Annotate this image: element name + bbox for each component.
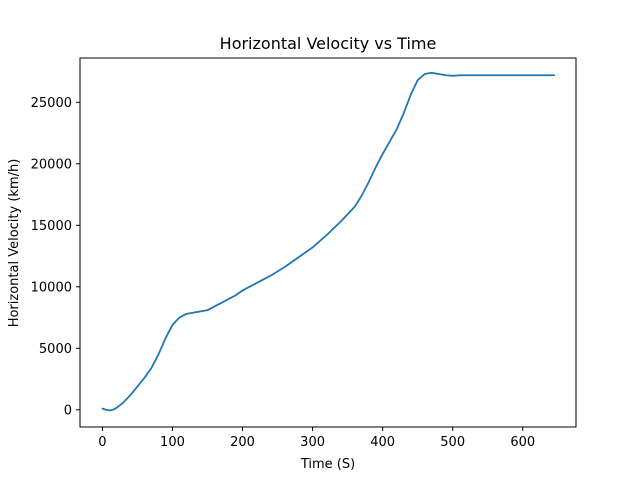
x-tick-label: 200 bbox=[230, 435, 255, 450]
x-tick-label: 500 bbox=[440, 435, 465, 450]
x-axis-ticks: 0 100 200 300 400 500 600 bbox=[98, 427, 535, 450]
x-tick-label: 100 bbox=[160, 435, 185, 450]
y-tick-label: 20000 bbox=[31, 157, 72, 172]
y-axis-label: Horizontal Velocity (km/h) bbox=[7, 159, 22, 328]
y-tick-label: 25000 bbox=[31, 96, 72, 111]
x-tick-label: 0 bbox=[98, 435, 106, 450]
x-axis-label: Time (S) bbox=[300, 457, 355, 472]
y-tick-label: 10000 bbox=[31, 280, 72, 295]
x-tick-label: 400 bbox=[370, 435, 395, 450]
x-tick-label: 600 bbox=[510, 435, 535, 450]
y-tick-label: 15000 bbox=[31, 219, 72, 234]
chart-title: Horizontal Velocity vs Time bbox=[220, 34, 437, 53]
series-line bbox=[101, 71, 556, 412]
y-tick-label: 0 bbox=[64, 403, 72, 418]
y-axis-ticks: 0 5000 10000 15000 20000 25000 bbox=[31, 96, 80, 418]
x-tick-label: 300 bbox=[300, 435, 325, 450]
plot-frame bbox=[79, 57, 577, 428]
y-tick-label: 5000 bbox=[39, 342, 72, 357]
